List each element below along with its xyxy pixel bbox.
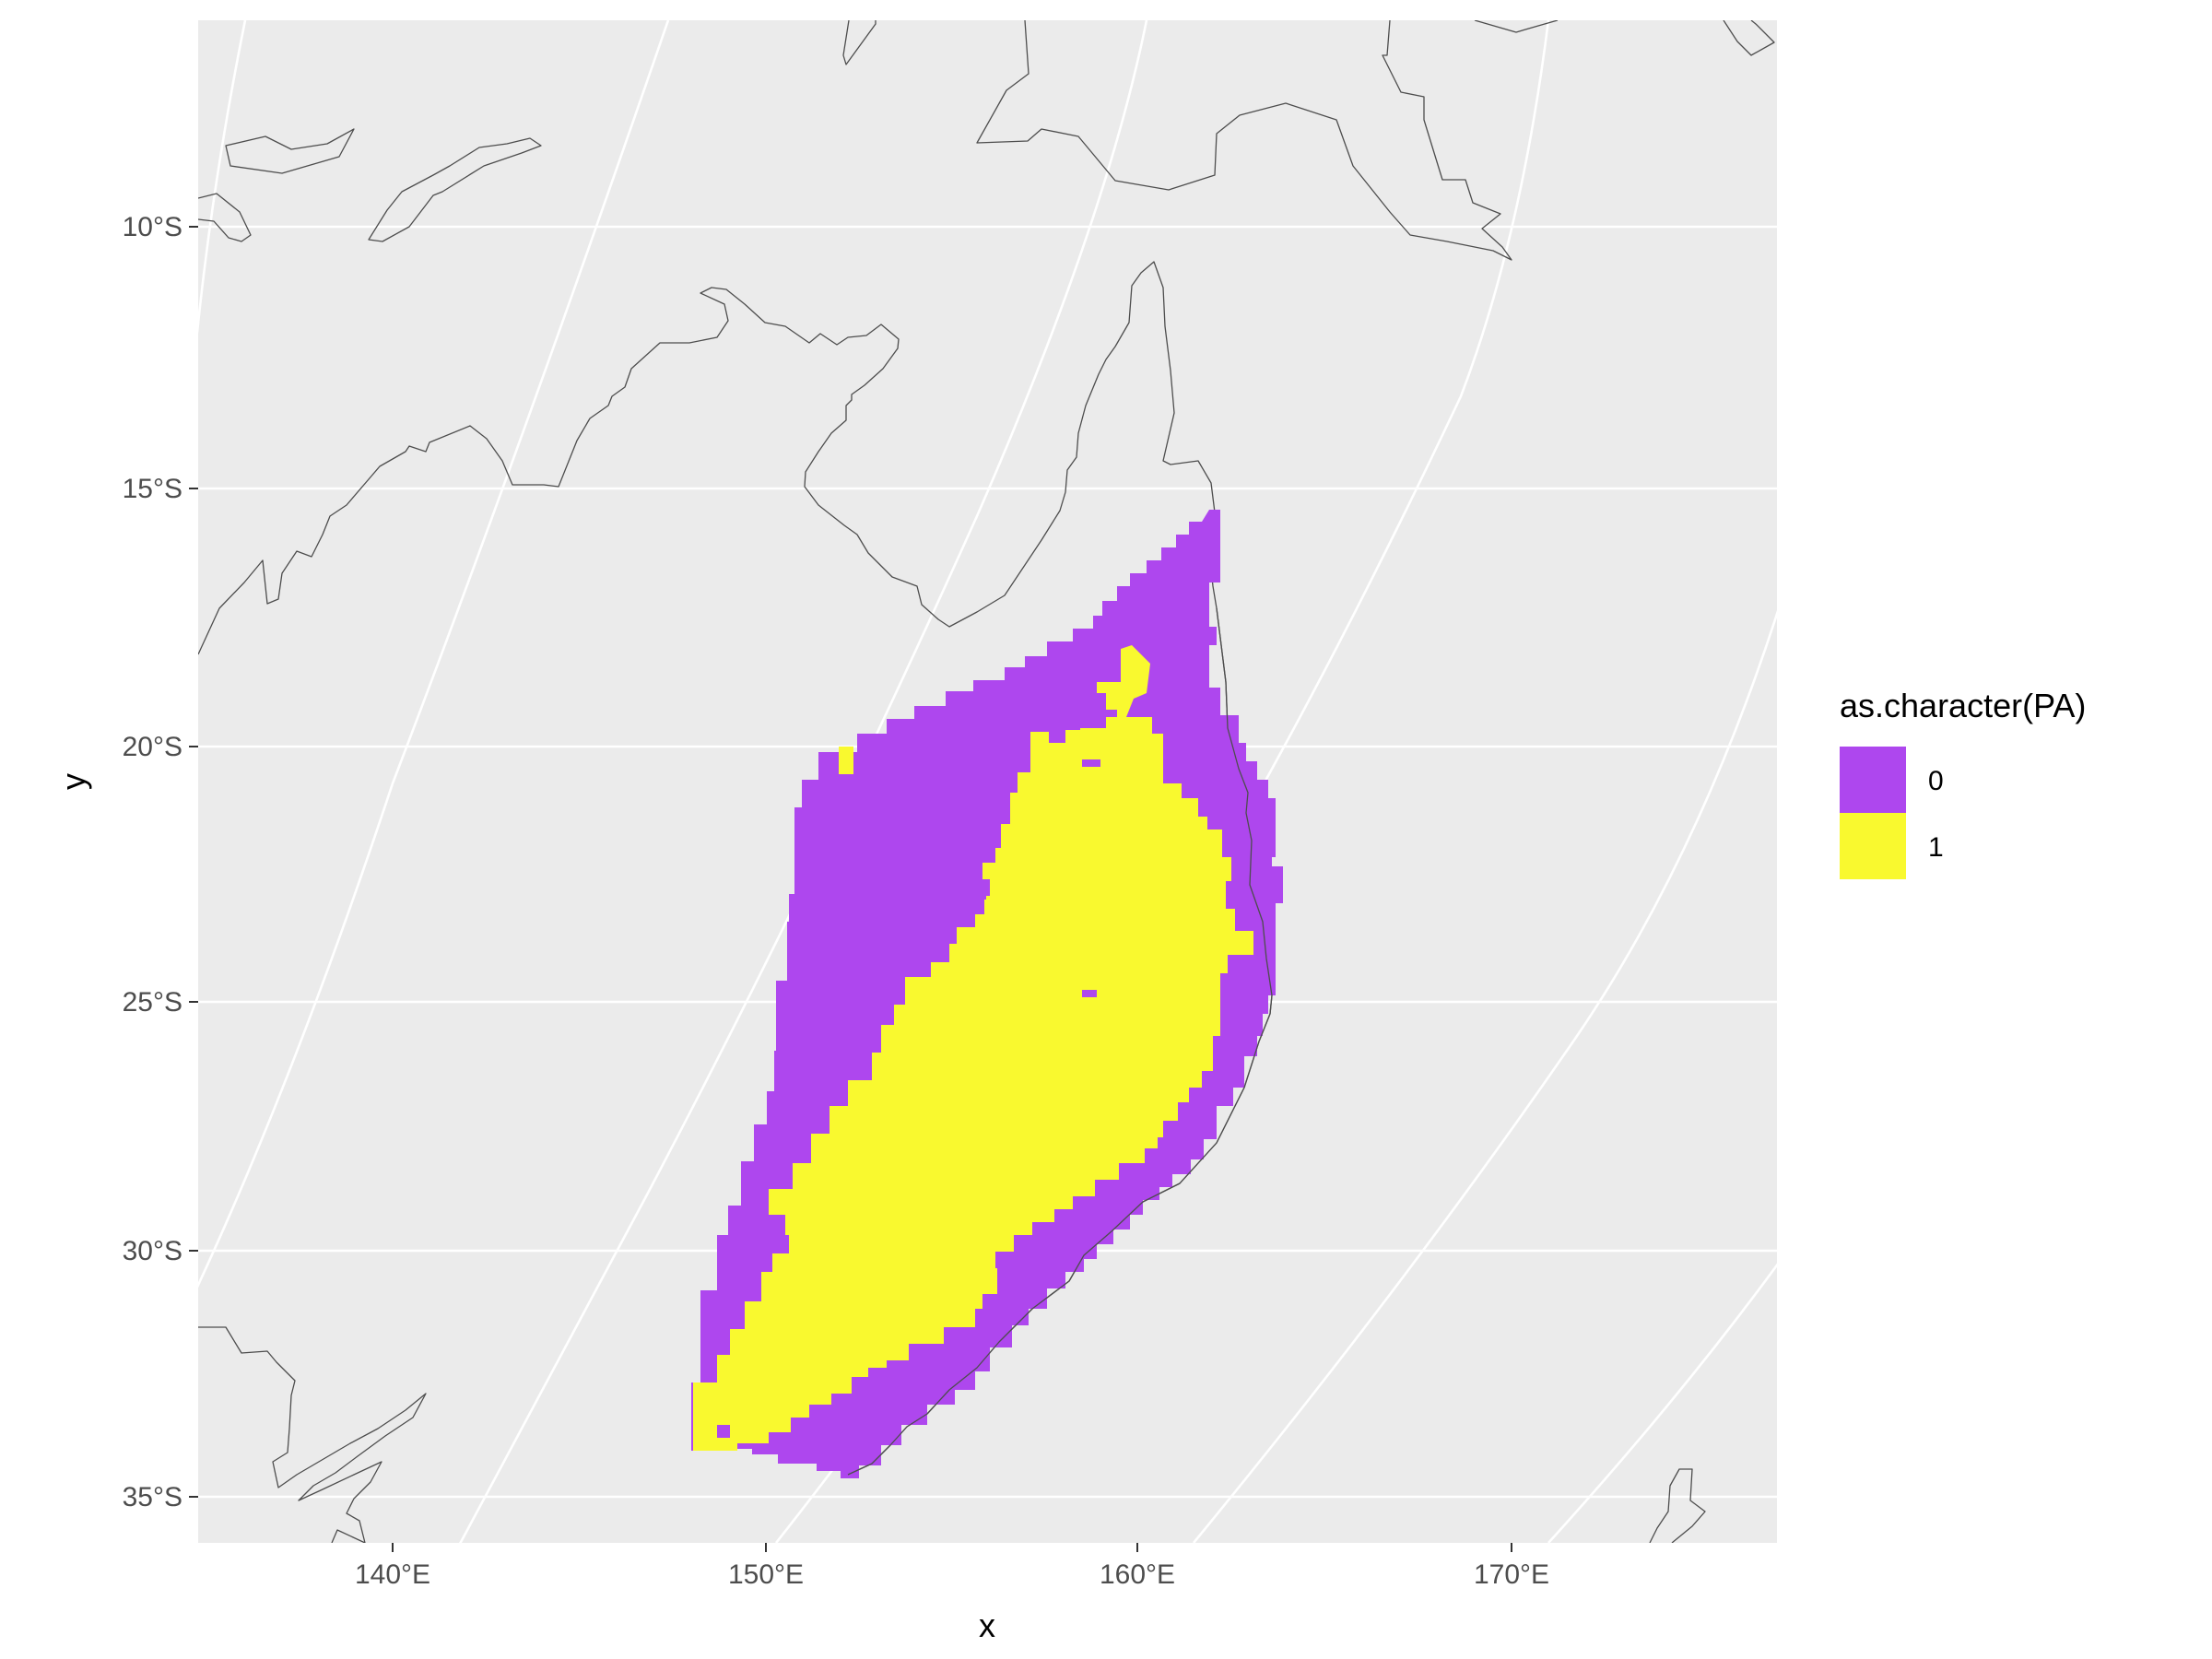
coastline-new-zealand bbox=[1649, 1468, 1706, 1543]
y-axis: 10°S 15°S 20°S 25°S 30°S 35°S y bbox=[54, 212, 198, 1512]
presence-layer bbox=[693, 645, 1253, 1451]
legend-key-0 bbox=[1840, 747, 1906, 813]
legend-label-1: 1 bbox=[1928, 832, 1944, 863]
meridian-135e bbox=[198, 20, 247, 335]
coastline-new-guinea bbox=[842, 20, 1512, 261]
meridian-140e bbox=[198, 20, 670, 1288]
coastline-island-2 bbox=[368, 137, 542, 242]
presence-patch-3 bbox=[1082, 990, 1097, 997]
presence-patch-5 bbox=[717, 1425, 730, 1438]
legend-title: as.character(PA) bbox=[1840, 687, 2086, 724]
x-tick-label: 170°E bbox=[1474, 1559, 1549, 1590]
y-tick-label: 10°S bbox=[123, 212, 182, 242]
coastline-island-1 bbox=[225, 128, 355, 174]
presence-patch-4 bbox=[959, 888, 986, 900]
y-tick-label: 35°S bbox=[123, 1482, 182, 1512]
y-tick-label: 20°S bbox=[123, 732, 182, 762]
y-axis-title: y bbox=[54, 773, 92, 790]
coastline-island-3 bbox=[198, 193, 252, 242]
y-tick-label: 15°S bbox=[123, 474, 182, 504]
x-axis-title: x bbox=[979, 1606, 995, 1644]
coastline-shelf-overlay bbox=[847, 607, 1273, 1476]
coastline-southeast bbox=[198, 1326, 427, 1543]
meridian-155e bbox=[1192, 609, 1777, 1543]
y-tick-label: 30°S bbox=[123, 1236, 182, 1266]
x-tick-label: 150°E bbox=[728, 1559, 804, 1590]
y-tick-label: 25°S bbox=[123, 987, 182, 1018]
legend-key-1 bbox=[1840, 813, 1906, 879]
presence-region bbox=[693, 645, 1253, 1451]
presence-patch-1 bbox=[839, 747, 853, 774]
x-tick-label: 140°E bbox=[355, 1559, 430, 1590]
x-axis: 140°E 150°E 160°E 170°E x bbox=[355, 1543, 1549, 1644]
coastline-new-guinea-east bbox=[1474, 20, 1775, 56]
legend-label-0: 0 bbox=[1928, 766, 1944, 796]
meridian-160e bbox=[1547, 1263, 1777, 1543]
x-tick-label: 160°E bbox=[1100, 1559, 1175, 1590]
legend: as.character(PA) 0 1 bbox=[1840, 687, 2086, 879]
presence-patch-2 bbox=[1082, 759, 1100, 767]
